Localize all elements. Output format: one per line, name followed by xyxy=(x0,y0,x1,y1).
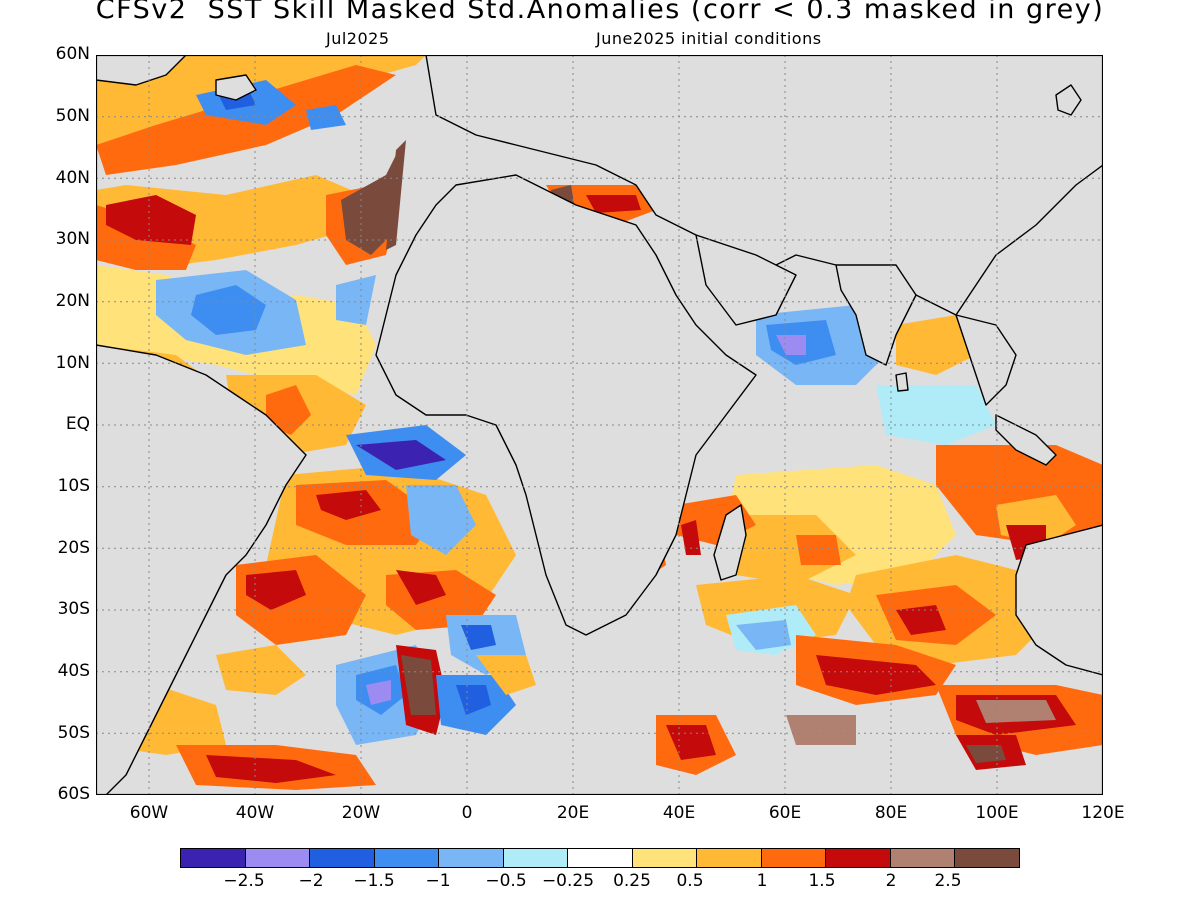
colorbar-swatch-0 xyxy=(181,849,246,867)
colorbar-swatch-1 xyxy=(245,849,311,867)
sumatra xyxy=(995,414,1057,466)
initial-conditions: June2025 initial conditions xyxy=(596,29,822,48)
forecast-month: Jul2025 xyxy=(326,29,390,48)
colorbar-swatch-2 xyxy=(310,849,375,867)
lat-label-60n: 60N xyxy=(55,44,90,64)
lon-label-40e: 40E xyxy=(662,803,696,823)
lon-label-60e: 60E xyxy=(768,803,802,823)
colorbar-label: 0.5 xyxy=(676,871,704,891)
arabia xyxy=(695,234,797,326)
chart-title: CFSv2 SST Skill Masked Std.Anomalies (co… xyxy=(95,0,1105,25)
lon-label-0: 0 xyxy=(461,803,473,823)
lon-label-80e: 80E xyxy=(874,803,908,823)
lat-label-40n: 40N xyxy=(55,168,90,188)
lat-label-10s: 10S xyxy=(57,476,90,496)
colorbar-swatch-8 xyxy=(697,849,762,867)
lat-label-40s: 40S xyxy=(57,661,90,681)
lon-label-20w: 20W xyxy=(341,803,381,823)
south-atlantic-anomalies xyxy=(96,425,536,790)
sri-lanka xyxy=(895,372,909,392)
indian-subcontinent xyxy=(835,264,917,366)
colorbar-swatch-10 xyxy=(826,849,891,867)
colorbar-swatch-4 xyxy=(439,849,504,867)
lon-label-100e: 100E xyxy=(975,803,1019,823)
japan xyxy=(1055,84,1082,116)
land-masses xyxy=(95,54,1104,796)
europe-asia xyxy=(425,54,1104,316)
lat-label-10n: 10N xyxy=(55,353,90,373)
colorbar-label: 1.5 xyxy=(808,871,836,891)
map-frame xyxy=(95,54,1104,796)
colorbar-swatch-12 xyxy=(955,849,1019,867)
indochina xyxy=(955,314,1017,406)
iceland xyxy=(215,74,257,101)
colorbar-label: −1.5 xyxy=(353,871,395,891)
colorbar-label: −2 xyxy=(298,871,324,891)
africa xyxy=(375,174,757,636)
lon-label-60w: 60W xyxy=(129,803,169,823)
sst-map xyxy=(95,54,1104,796)
lat-label-50n: 50N xyxy=(55,106,90,126)
colorbar-label: 2.5 xyxy=(934,871,962,891)
lon-label-120e: 120E xyxy=(1081,803,1125,823)
lat-label-30n: 30N xyxy=(55,229,90,249)
lat-label-50s: 50S xyxy=(57,723,90,743)
colorbar-swatch-3 xyxy=(374,849,440,867)
colorbar-swatch-6 xyxy=(568,849,633,867)
colorbar-swatch-9 xyxy=(761,849,827,867)
colorbar xyxy=(180,848,1020,868)
colorbar-swatch-5 xyxy=(503,849,569,867)
colorbar-label: 1 xyxy=(756,871,768,891)
lon-label-40w: 40W xyxy=(235,803,275,823)
colorbar-swatch-11 xyxy=(890,849,956,867)
lat-label-20s: 20S xyxy=(57,538,90,558)
lat-label-eq: EQ xyxy=(65,414,90,434)
colorbar-label: 0.25 xyxy=(613,871,651,891)
lat-label-30s: 30S xyxy=(57,599,90,619)
lat-label-20n: 20N xyxy=(55,291,90,311)
madagascar xyxy=(713,504,747,581)
colorbar-label: 2 xyxy=(885,871,897,891)
lat-label-60s: 60S xyxy=(57,784,90,804)
colorbar-label: −2.5 xyxy=(223,871,265,891)
colorbar-swatch-7 xyxy=(632,849,698,867)
colorbar-label: −1 xyxy=(425,871,451,891)
sst-map-canvas xyxy=(95,54,1104,796)
colorbar-label: −0.5 xyxy=(485,871,527,891)
lon-label-20e: 20E xyxy=(556,803,590,823)
colorbar-label: −0.25 xyxy=(541,871,595,891)
